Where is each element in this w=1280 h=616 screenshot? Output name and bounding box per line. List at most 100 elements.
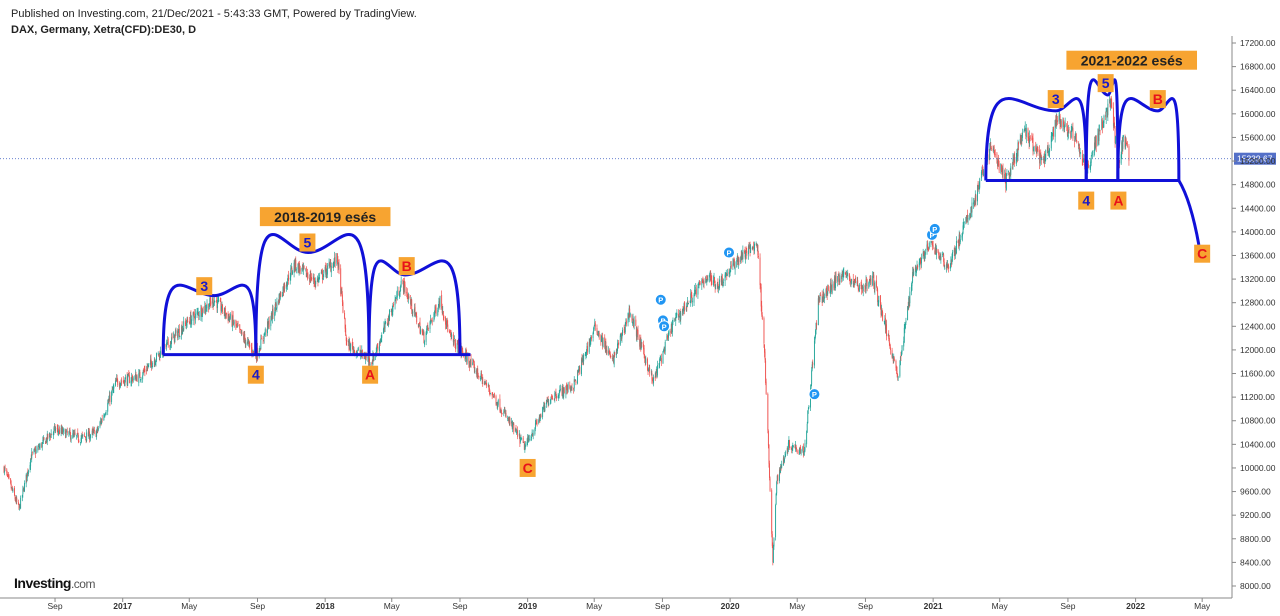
candle-body: [97, 428, 99, 431]
x-tick-label: Sep: [47, 601, 62, 611]
candle-body: [197, 311, 199, 312]
x-tick-label: Sep: [250, 601, 265, 611]
candle-body: [1072, 127, 1074, 139]
candle-body: [33, 449, 35, 453]
candle-body: [609, 351, 611, 355]
candle-body: [7, 474, 9, 477]
candle-body: [16, 498, 18, 503]
candle-body: [438, 301, 440, 307]
candle-body: [583, 354, 585, 362]
candle-body: [186, 323, 187, 325]
candle-body: [1115, 136, 1117, 143]
candle-body: [315, 280, 317, 285]
candle-body: [800, 449, 802, 454]
dividend-marker[interactable]: [722, 246, 735, 259]
candle-body: [247, 341, 248, 344]
candle-body: [486, 383, 488, 386]
candle-body: [519, 437, 521, 443]
candle-body: [189, 322, 191, 325]
candle-body: [8, 475, 10, 479]
candle-body: [128, 373, 130, 376]
candle-body: [850, 281, 852, 283]
y-axis[interactable]: 17200.0016800.0016400.0016000.0015600.00…: [1231, 36, 1276, 598]
candle-body: [806, 423, 808, 433]
dividend-marker[interactable]: [658, 320, 671, 333]
candle-body: [823, 293, 825, 299]
candle-body: [602, 337, 603, 346]
candle-body: [76, 435, 78, 437]
candle-body: [233, 322, 235, 325]
candle-body: [220, 309, 222, 311]
candle-body: [783, 457, 785, 462]
candle-body: [746, 250, 748, 256]
candle-body: [596, 328, 598, 333]
candle-body: [915, 268, 917, 272]
x-axis[interactable]: Sep 2017 May Sep 2018 May Sep 2019 May Sep 2020 May…: [0, 597, 1232, 611]
y-tick-label: 9200.00: [1240, 510, 1271, 520]
candle-body: [779, 469, 780, 482]
candle-body: [997, 160, 999, 166]
dividend-markers[interactable]: PPPPPPP: [654, 222, 941, 401]
candle-body: [1083, 158, 1084, 163]
candle-body: [949, 266, 951, 269]
candle-body: [103, 415, 105, 417]
candle-body: [490, 393, 491, 394]
candle-body: [39, 443, 41, 448]
candle-body: [307, 276, 309, 278]
dividend-marker[interactable]: [808, 388, 821, 401]
candle-body: [468, 356, 470, 364]
candle-body: [11, 487, 13, 491]
candle-body: [301, 267, 303, 271]
dividend-marker[interactable]: [928, 222, 941, 235]
candle-body: [65, 431, 67, 437]
candle-body: [913, 271, 915, 275]
candle-body: [901, 351, 902, 356]
candle-body: [1056, 120, 1058, 123]
candle-body: [785, 453, 787, 457]
candle-body: [453, 340, 455, 342]
candle-body: [908, 297, 910, 309]
candle-body: [298, 263, 299, 273]
candle-body: [633, 318, 635, 328]
candle-body: [1087, 165, 1089, 169]
candle-body: [19, 504, 21, 508]
candle-body: [720, 278, 722, 283]
candle-body: [593, 327, 595, 332]
candle-body: [473, 364, 475, 373]
candle-body: [719, 279, 721, 289]
wave-arc: [254, 233, 371, 355]
candle-body: [1097, 132, 1099, 141]
candle-body: [140, 378, 142, 380]
investing-logo[interactable]: Investing.com: [14, 575, 95, 591]
candle-body: [1125, 139, 1127, 145]
candle-body: [1012, 158, 1014, 167]
candle-body: [953, 250, 955, 253]
candle-body: [868, 280, 870, 284]
candle-body: [918, 262, 920, 268]
last-price-line: 15239.67: [0, 152, 1276, 165]
candle-body: [1083, 158, 1085, 160]
candle-body: [422, 332, 424, 334]
candle-body: [147, 367, 149, 369]
candle-body: [1044, 159, 1046, 162]
candle-body: [765, 360, 767, 384]
candle-body: [838, 274, 840, 282]
candle-body: [683, 307, 684, 311]
candle-body: [578, 368, 580, 371]
candle-body: [496, 402, 498, 404]
dividend-marker[interactable]: [654, 293, 667, 306]
candle-body: [926, 244, 928, 251]
candle-body: [869, 278, 871, 282]
candle-body: [522, 437, 524, 443]
candle-body: [508, 419, 510, 422]
candle-body: [468, 362, 470, 368]
candle-body: [632, 318, 634, 324]
candle-body: [239, 324, 241, 330]
candle-body: [847, 272, 849, 277]
candle-body: [858, 289, 860, 291]
candle-body: [891, 350, 893, 358]
candle-body: [748, 246, 750, 249]
candle-body: [387, 315, 389, 326]
candle-body: [369, 358, 371, 364]
